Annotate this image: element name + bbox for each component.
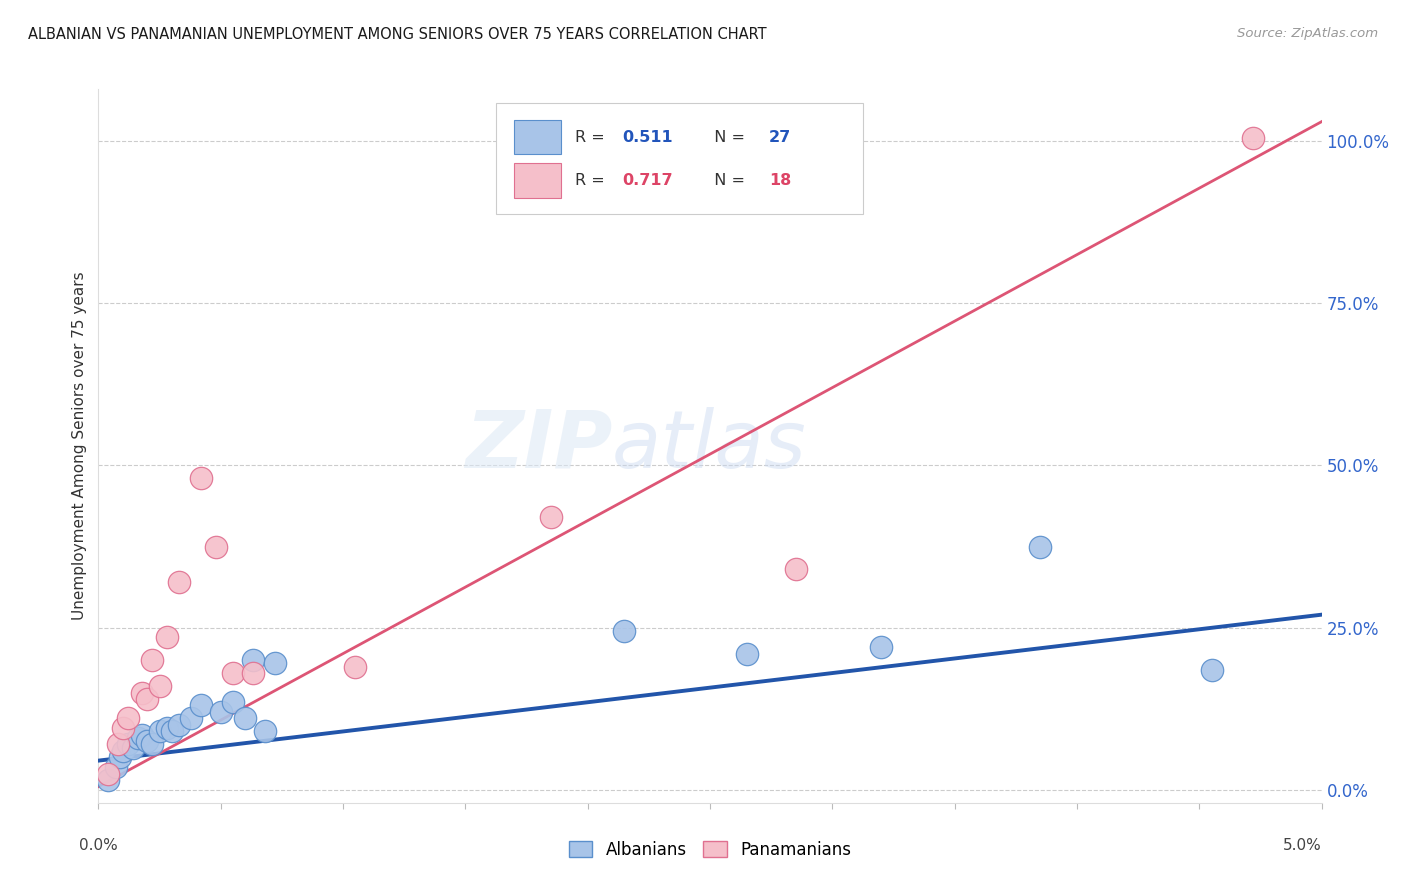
Text: 0.511: 0.511: [621, 129, 672, 145]
Point: [111, 744, 134, 758]
Point: [117, 711, 139, 725]
Point: [222, 666, 245, 681]
Point: [735, 647, 758, 661]
Point: [242, 666, 264, 681]
Text: R =: R =: [575, 129, 610, 145]
Point: [344, 659, 367, 673]
Point: [136, 692, 159, 706]
Point: [127, 731, 149, 745]
Text: ZIP: ZIP: [465, 407, 612, 485]
Text: 27: 27: [769, 129, 792, 145]
Legend: Albanians, Panamanians: Albanians, Panamanians: [562, 835, 858, 866]
Text: 5.0%: 5.0%: [1282, 838, 1322, 854]
Text: atlas: atlas: [612, 407, 807, 485]
FancyBboxPatch shape: [515, 163, 561, 198]
Text: N =: N =: [704, 173, 749, 188]
Point: [1241, 131, 1264, 145]
Point: [111, 721, 134, 735]
Point: [613, 624, 636, 638]
Point: [1029, 540, 1052, 554]
Text: 0.0%: 0.0%: [79, 838, 118, 854]
Point: [785, 562, 807, 576]
FancyBboxPatch shape: [515, 120, 561, 154]
Point: [121, 740, 143, 755]
Point: [97, 766, 120, 780]
Point: [104, 760, 127, 774]
Point: [97, 773, 120, 788]
Point: [1201, 663, 1223, 677]
Point: [209, 705, 232, 719]
Point: [156, 631, 179, 645]
Point: [141, 738, 163, 752]
FancyBboxPatch shape: [496, 103, 863, 214]
Y-axis label: Unemployment Among Seniors over 75 years: Unemployment Among Seniors over 75 years: [72, 272, 87, 620]
Point: [190, 471, 212, 485]
Point: [110, 750, 132, 764]
Point: [222, 695, 245, 709]
Point: [107, 738, 129, 752]
Point: [131, 728, 153, 742]
Point: [540, 510, 562, 524]
Point: [141, 653, 163, 667]
Text: ALBANIAN VS PANAMANIAN UNEMPLOYMENT AMONG SENIORS OVER 75 YEARS CORRELATION CHAR: ALBANIAN VS PANAMANIAN UNEMPLOYMENT AMON…: [28, 27, 766, 42]
Point: [253, 724, 276, 739]
Point: [160, 724, 183, 739]
Point: [263, 657, 285, 671]
Point: [149, 724, 172, 739]
Point: [190, 698, 212, 713]
Point: [205, 540, 228, 554]
Point: [131, 685, 153, 699]
Point: [156, 721, 179, 735]
Text: 0.717: 0.717: [621, 173, 672, 188]
Point: [870, 640, 893, 654]
Text: R =: R =: [575, 173, 610, 188]
Point: [233, 711, 256, 725]
Text: 18: 18: [769, 173, 792, 188]
Point: [167, 718, 190, 732]
Point: [242, 653, 264, 667]
Text: Source: ZipAtlas.com: Source: ZipAtlas.com: [1237, 27, 1378, 40]
Point: [117, 738, 139, 752]
Point: [180, 711, 202, 725]
Text: N =: N =: [704, 129, 749, 145]
Point: [136, 734, 159, 748]
Point: [167, 575, 190, 590]
Point: [149, 679, 172, 693]
